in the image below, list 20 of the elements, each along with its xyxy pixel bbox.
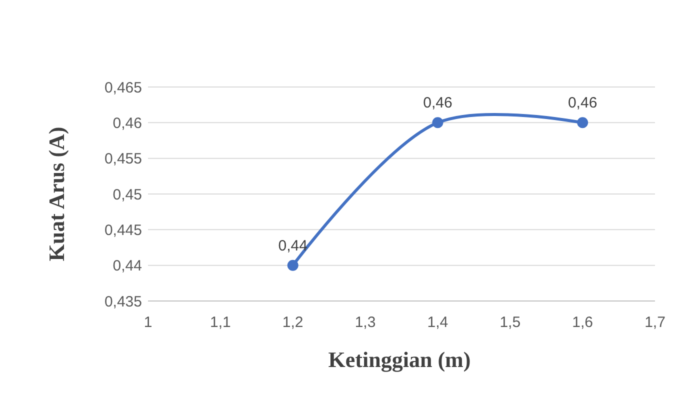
x-tick-label: 1,7 [644, 314, 666, 331]
data-label: 0,46 [568, 94, 598, 112]
data-label: 0,44 [278, 237, 308, 254]
y-tick-label: 0,435 [104, 293, 142, 310]
x-tick-label: 1 [144, 314, 152, 331]
y-tick-label: 0,45 [112, 186, 142, 204]
data-label: 0,46 [423, 94, 452, 112]
x-tick-label: 1,6 [572, 314, 593, 331]
y-tick-label: 0,455 [104, 150, 142, 168]
x-tick-label: 1,5 [500, 314, 521, 331]
y-tick-label: 0,465 [104, 79, 142, 96]
y-tick-label: 0,46 [112, 114, 142, 132]
y-tick-label: 0,445 [104, 222, 142, 239]
y-axis-title: Kuat Arus (A) [44, 126, 69, 262]
x-tick-label: 1,4 [427, 314, 448, 331]
x-axis-title: Ketinggian (m) [328, 347, 471, 372]
x-tick-label: 1,1 [210, 314, 231, 331]
x-tick-label: 1,2 [282, 314, 304, 331]
x-tick-label: 1,3 [354, 314, 376, 331]
y-tick-label: 0,44 [112, 258, 142, 275]
